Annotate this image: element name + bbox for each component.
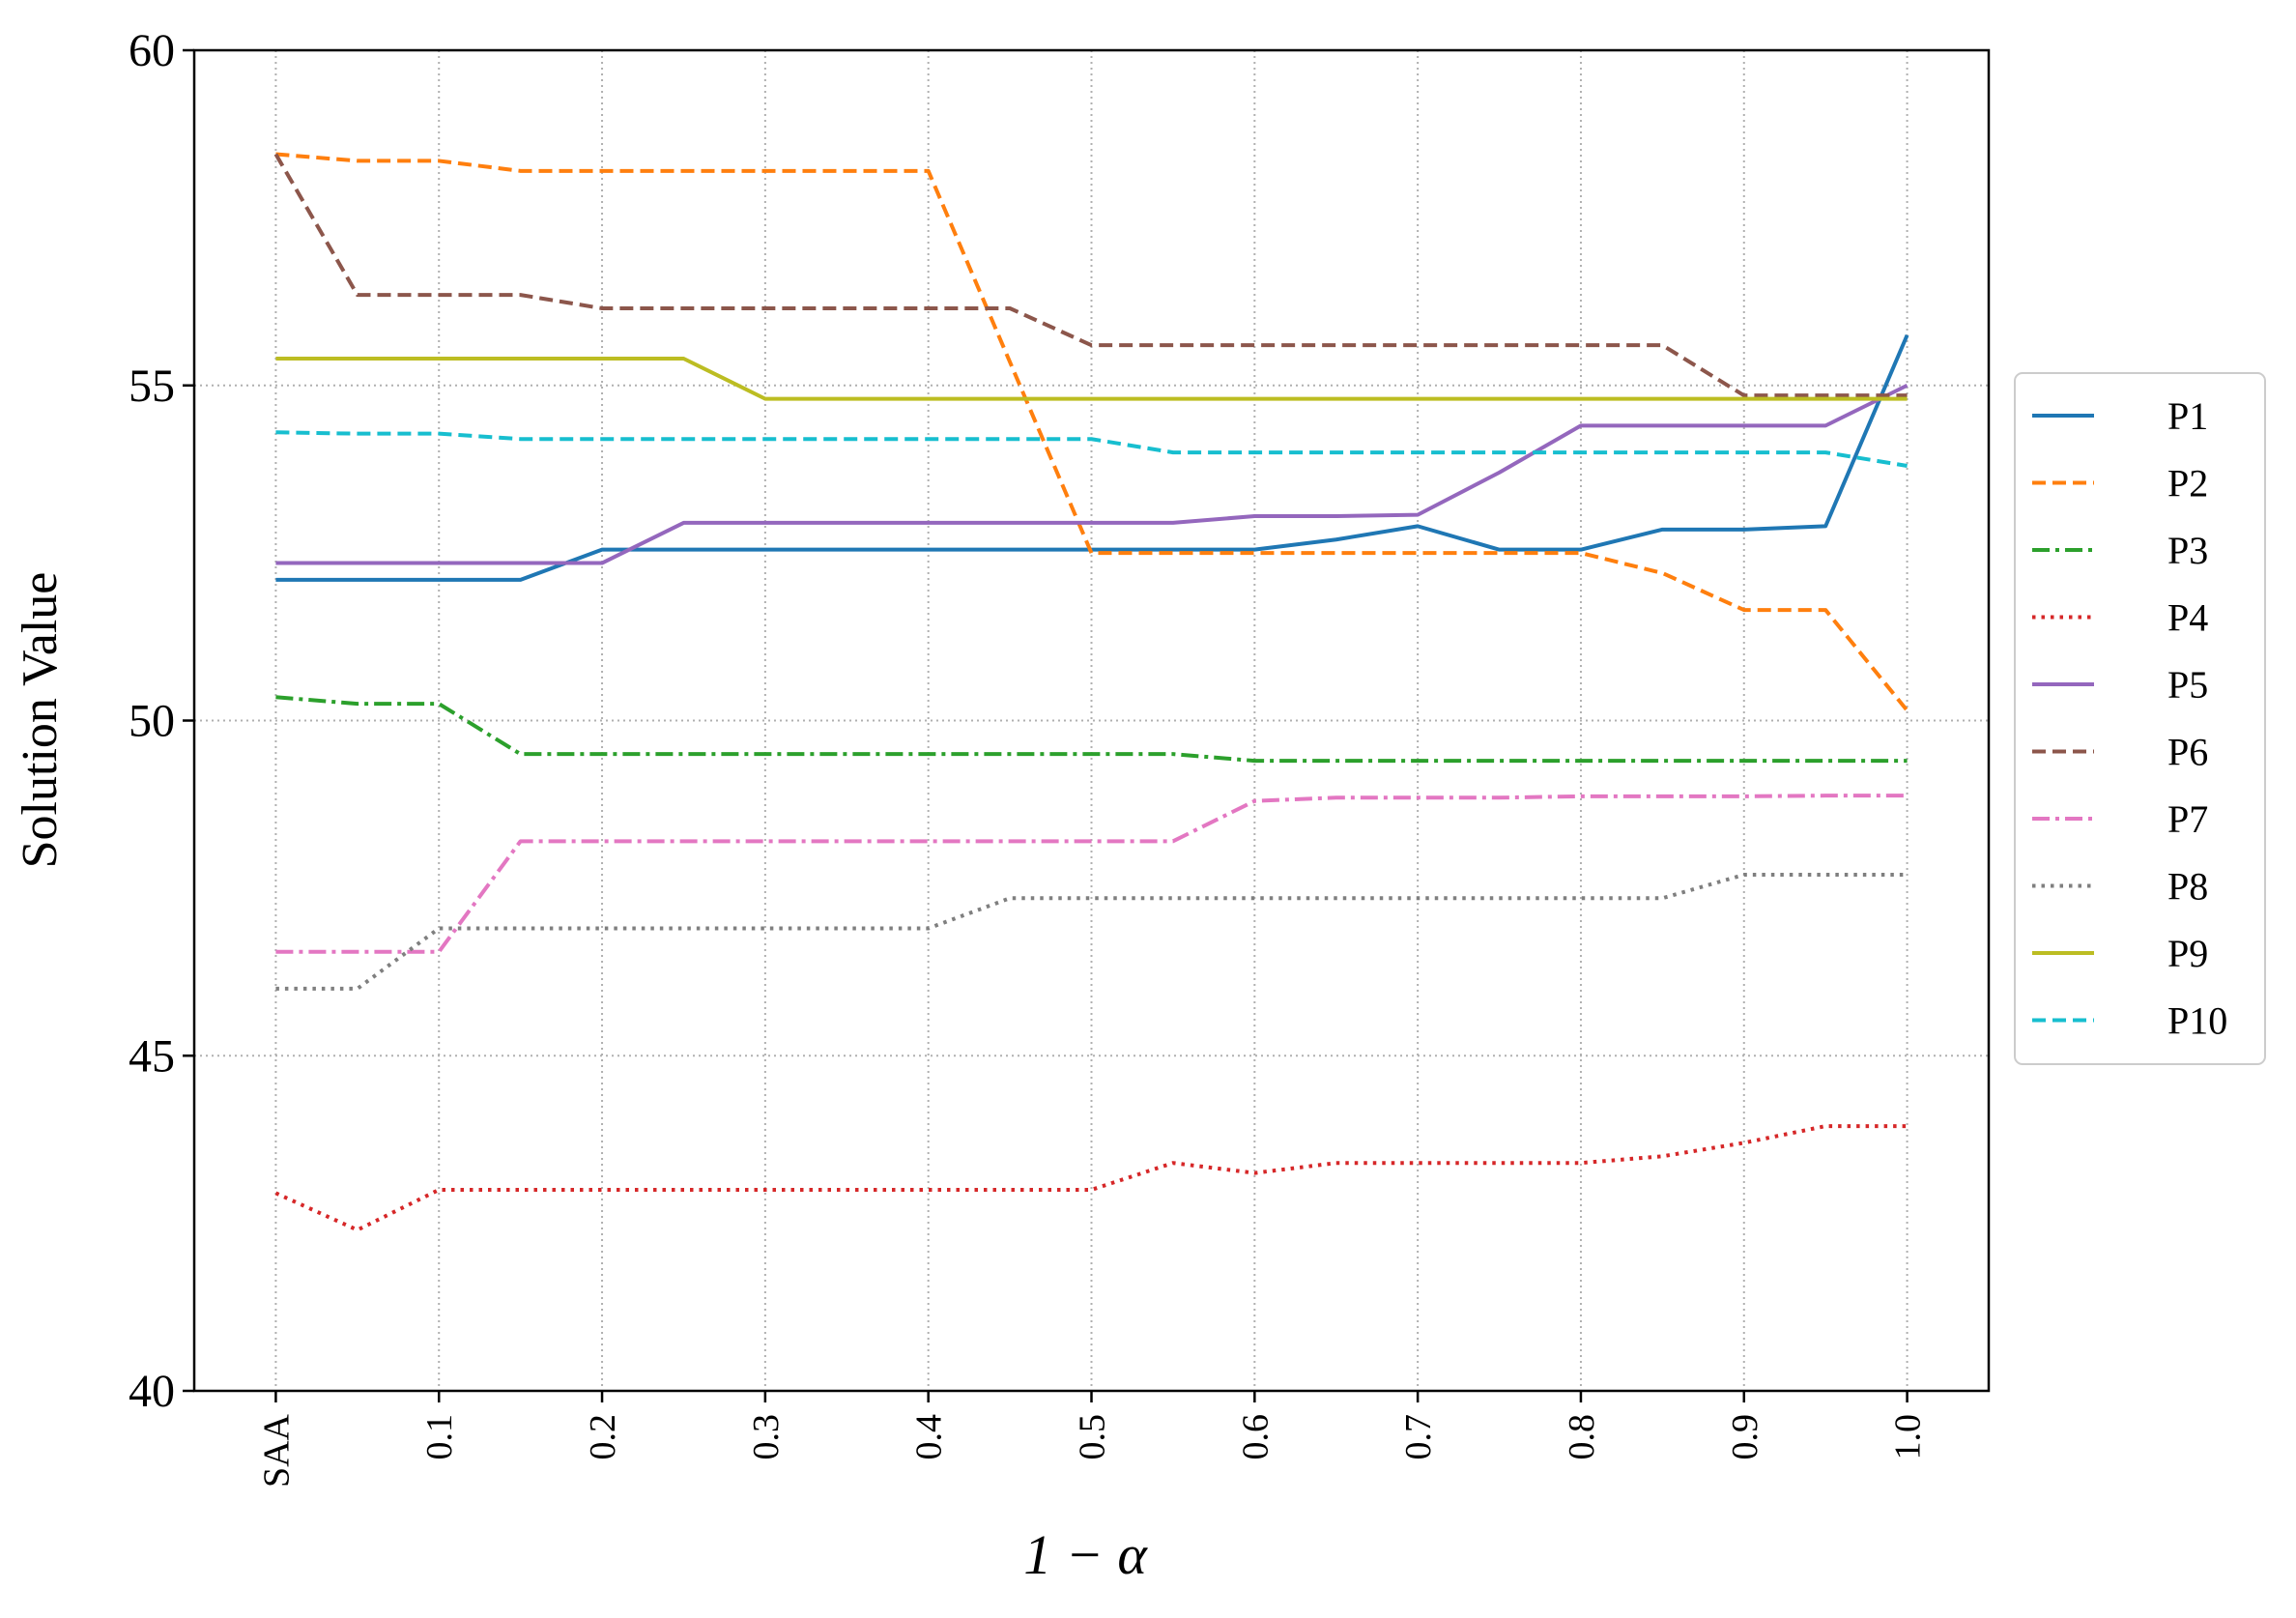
series-line <box>275 357 1908 401</box>
x-tick-label: 0.1 <box>419 1414 460 1460</box>
legend-label: P3 <box>2167 529 2208 572</box>
legend-label: P8 <box>2167 865 2208 909</box>
y-tick-label: 45 <box>129 1030 175 1082</box>
series-line <box>275 430 1908 468</box>
x-tick-label: 0.5 <box>1073 1414 1113 1460</box>
x-axis-label: 1 − α <box>1023 1523 1148 1586</box>
y-tick-label: 50 <box>129 696 175 747</box>
series-line <box>275 383 1909 565</box>
y-tick-label: 55 <box>129 361 175 412</box>
legend-label: P6 <box>2167 731 2208 774</box>
x-tick-label: 0.7 <box>1398 1414 1439 1460</box>
legend-label: P10 <box>2167 999 2227 1043</box>
legend-label: P4 <box>2167 596 2208 640</box>
series-line <box>273 153 1908 398</box>
series-line <box>275 794 1908 954</box>
x-tick-label: 0.9 <box>1725 1414 1765 1460</box>
legend-box <box>2014 372 2266 1065</box>
legend-label: P7 <box>2167 797 2208 841</box>
legend-label: P9 <box>2167 932 2208 975</box>
legend: P1 P2 P3 P4 P5 P6 P7 P8 P9 P10 <box>2014 372 2266 1065</box>
y-axis-label: Solution Value <box>13 572 68 869</box>
axes: 40 45 50 55 60 SAA 0.1 0.2 0.3 0.4 0.5 0.6 0.7 0.8 0.9… <box>129 25 1929 1488</box>
x-tick-label: 0.6 <box>1235 1414 1276 1460</box>
x-tick-label: 0.3 <box>746 1414 787 1460</box>
x-tick-label: 1.0 <box>1888 1414 1929 1460</box>
y-tick-label: 60 <box>129 25 175 76</box>
x-tick-label: 0.4 <box>909 1414 950 1460</box>
legend-label: P2 <box>2167 462 2208 506</box>
x-tick-label: 0.8 <box>1562 1414 1602 1460</box>
legend-label: P5 <box>2167 663 2208 707</box>
x-tick-label: 0.2 <box>583 1414 623 1460</box>
legend-label: P1 <box>2167 394 2208 438</box>
lines <box>273 152 1909 1232</box>
series-line <box>275 152 1909 712</box>
x-tick-label: SAA <box>256 1413 297 1488</box>
y-tick-label: 40 <box>129 1366 175 1417</box>
series-line <box>275 695 1908 764</box>
